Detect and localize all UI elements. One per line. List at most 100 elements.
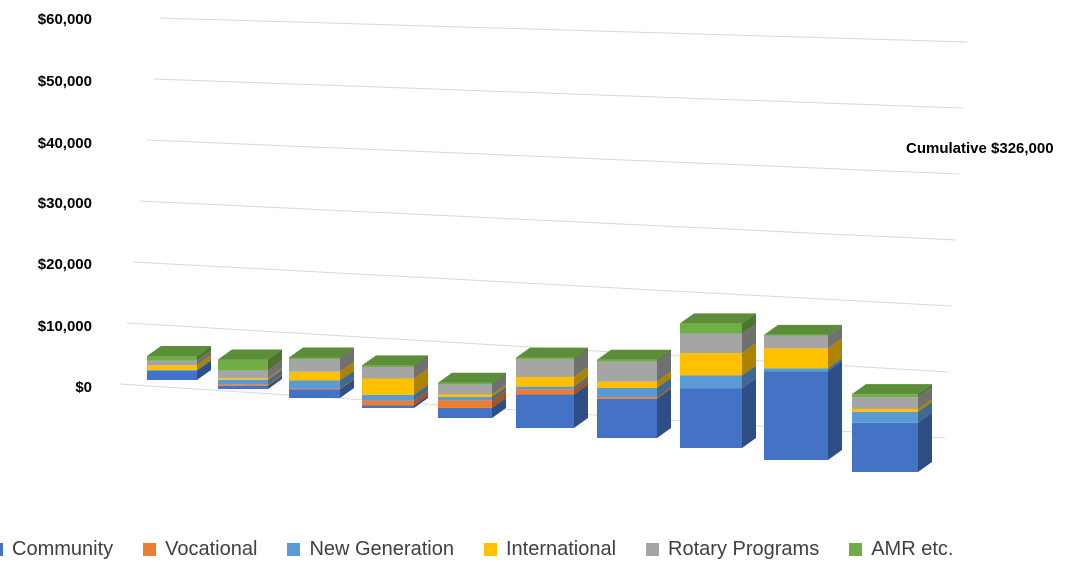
bar-segment — [438, 407, 492, 418]
bar-top-face — [218, 349, 282, 360]
bar-stack — [438, 372, 506, 418]
bar-stack — [218, 349, 282, 389]
gridline — [146, 139, 960, 175]
bar-top-face — [362, 355, 428, 366]
bar-segment — [438, 400, 492, 408]
gridline — [159, 17, 968, 43]
bar-segment — [680, 323, 742, 334]
bar-segment — [362, 405, 414, 408]
bar-segment — [218, 384, 268, 386]
bar-stack — [147, 345, 211, 380]
gridlines — [119, 17, 968, 439]
legend-swatch — [0, 543, 3, 556]
bar-segment-side — [742, 343, 756, 376]
bar-segment-side — [918, 412, 932, 472]
bar-segment-side — [268, 369, 282, 385]
legend-swatch — [287, 543, 301, 556]
bar-segment — [218, 378, 268, 380]
bar-segment — [852, 411, 918, 423]
bar-segment-side — [918, 384, 932, 398]
legend-item: Rotary Programs — [646, 538, 819, 561]
bar-segment-side — [657, 349, 671, 362]
y-tick-label: $40,000 — [38, 135, 92, 152]
bar-segment — [362, 394, 414, 401]
bar-stack — [852, 384, 932, 472]
bar-segment-side — [574, 349, 588, 377]
bar-segment-side — [414, 355, 428, 367]
bar-top-face — [764, 324, 842, 335]
bar-stack — [764, 324, 842, 460]
bar-segment — [597, 398, 657, 438]
bar-segment — [764, 371, 828, 460]
bar-segment-side — [918, 401, 932, 423]
bar-segment — [597, 397, 657, 399]
legend-label: Community — [12, 538, 114, 560]
y-tick-label: $50,000 — [38, 73, 92, 90]
bar-segment — [147, 360, 197, 366]
y-tick-label: $60,000 — [38, 11, 92, 28]
bar-segment — [764, 335, 828, 349]
bar-segment — [147, 370, 197, 380]
bar-segment — [289, 388, 340, 390]
bar-segment — [764, 368, 828, 372]
bar-segment-side — [574, 384, 588, 428]
bar-segment-side — [574, 347, 588, 360]
bar-segment-side — [828, 325, 842, 349]
bar-segment — [680, 375, 742, 389]
bar-segment — [516, 389, 574, 395]
bar-segment-side — [657, 387, 671, 399]
bar-segment — [597, 381, 657, 388]
bars — [147, 313, 932, 472]
legend-label: Rotary Programs — [668, 538, 820, 560]
bar-segment-side — [918, 398, 932, 412]
bar-segment-side — [492, 374, 506, 395]
bar-segment-side — [197, 360, 211, 380]
bar-segment — [764, 334, 828, 336]
bar-segment-side — [657, 388, 671, 438]
bar-segment-side — [742, 313, 756, 334]
bar-segment-side — [492, 397, 506, 418]
bar-segment — [516, 394, 574, 428]
bar-stack — [516, 347, 588, 428]
bar-segment — [218, 359, 268, 371]
bar-segment — [852, 408, 918, 412]
bar-segment-side — [340, 347, 354, 360]
bar-segment-side — [197, 359, 211, 371]
bar-segment-side — [197, 355, 211, 370]
bar-stack — [289, 347, 354, 398]
legend-item: AMR etc. — [849, 538, 953, 561]
y-axis-tick-labels: $0 $10,000 $20,000 $30,000 $40,000 $50,000 $60… — [38, 11, 92, 396]
bar-segment — [438, 397, 492, 401]
bar-segment-side — [492, 384, 506, 397]
bar-segment — [362, 400, 414, 406]
bar-segment — [362, 378, 414, 395]
bar-segment-side — [268, 374, 282, 386]
bar-segment — [438, 382, 492, 385]
bar-segment-side — [492, 372, 506, 385]
gridline — [133, 261, 953, 307]
bar-segment — [597, 361, 657, 382]
bar-segment-side — [340, 361, 354, 381]
bar-segment — [764, 348, 828, 369]
legend-item: Community — [0, 538, 113, 561]
legend-item: Vocational — [143, 538, 257, 561]
bar-segment-side — [268, 368, 282, 380]
bar-segment-side — [918, 387, 932, 409]
bar-segment — [852, 422, 918, 472]
legend-label: Vocational — [165, 538, 258, 560]
bar-segment — [147, 365, 197, 370]
y-tick-label: $20,000 — [38, 256, 92, 273]
bar-segment-side — [828, 358, 842, 372]
bar-segment — [680, 388, 742, 448]
bar-segment-side — [340, 378, 354, 390]
bar-segment — [147, 369, 197, 371]
bar-stack — [597, 349, 671, 438]
bar-top-face — [147, 345, 211, 356]
bar-top-face — [438, 372, 506, 383]
bar-segment — [147, 355, 197, 361]
bar-top-face — [516, 347, 588, 358]
y-tick-label: $10,000 — [38, 318, 92, 335]
y-tick-label: $0 — [75, 379, 92, 396]
bar-segment-side — [828, 338, 842, 369]
bar-segment-side — [414, 390, 428, 406]
